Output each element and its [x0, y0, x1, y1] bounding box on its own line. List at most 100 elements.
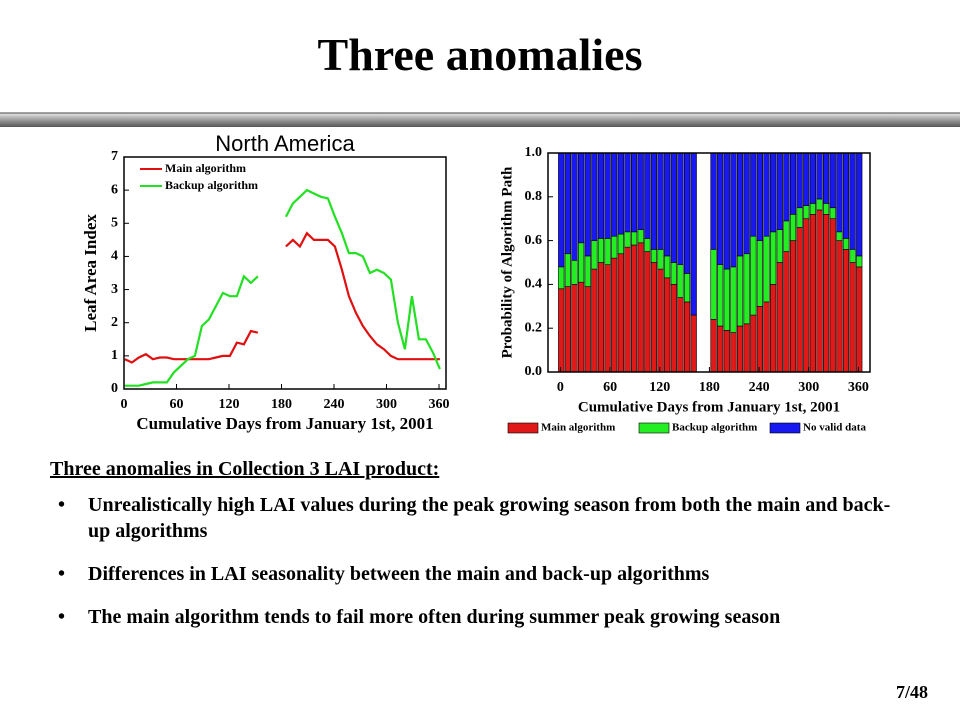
bar-segment [750, 314, 757, 373]
bar-segment [776, 262, 783, 373]
bar-segment [756, 305, 764, 373]
bar-segment [564, 152, 571, 255]
bar-segment [842, 249, 850, 373]
bar-segment [763, 301, 770, 373]
bar-segment [750, 235, 757, 316]
bar-segment [789, 240, 797, 373]
bar-segment [683, 273, 691, 303]
legend-swatch [638, 422, 670, 434]
x-axis-label: Cumulative Days from January 1st, 2001 [578, 399, 840, 415]
plot-frame [123, 156, 447, 390]
bar-segment [836, 231, 843, 241]
bar-segment [591, 152, 598, 241]
bar-segment [564, 253, 571, 287]
x-tick-label: 0 [557, 380, 564, 395]
bar-segment [736, 325, 744, 373]
bar-segment [856, 266, 863, 373]
bar-segment [743, 152, 750, 255]
y-tick-label: 7 [111, 149, 118, 164]
bar-segment [571, 152, 578, 261]
bar-segment [717, 325, 724, 373]
x-tick-label: 240 [324, 397, 345, 412]
bar-segment [856, 152, 863, 257]
bar-segment [836, 240, 843, 373]
x-tick-label: 60 [603, 380, 617, 395]
bar-segment [770, 231, 777, 285]
x-tick-label: 300 [798, 380, 819, 395]
bar-segment [842, 152, 850, 239]
bar-segment [829, 207, 836, 219]
bar-segment [637, 242, 644, 373]
bar-segment [723, 268, 730, 331]
bar-segment [683, 152, 691, 274]
bar-segment [657, 249, 664, 270]
bar-segment [664, 277, 671, 373]
bar-segment [604, 152, 611, 239]
bar-segment [770, 284, 777, 373]
x-tick-label: 360 [429, 397, 450, 412]
bar-segment [763, 235, 770, 303]
bar-segment [829, 152, 836, 209]
bar-segment [770, 152, 777, 233]
bar-segment [571, 260, 578, 285]
bar-segment [617, 233, 624, 255]
bar-segment [577, 281, 585, 373]
bar-segment [650, 152, 658, 250]
bullet-list: Unrealistically high LAI values during t… [50, 492, 908, 647]
y-tick-label: 6 [111, 182, 118, 197]
x-tick-label: 360 [848, 380, 869, 395]
slide-title: Three anomalies [317, 29, 643, 80]
data-line [124, 231, 440, 364]
bar-segment [630, 152, 638, 233]
y-tick-label: 0.2 [525, 320, 543, 335]
bar-segment [803, 152, 810, 206]
x-tick-label: 0 [121, 397, 128, 412]
y-tick-label: 0.8 [525, 189, 543, 204]
bar-segment [644, 251, 651, 373]
bar-segment [750, 152, 757, 237]
bar-segment [571, 284, 578, 373]
bar-segment [624, 152, 631, 233]
bar-segment [842, 238, 850, 250]
section-heading: Three anomalies in Collection 3 LAI prod… [50, 458, 440, 480]
x-tick-label: 120 [219, 397, 240, 412]
bar-segment [604, 238, 611, 265]
bar-segment [577, 242, 585, 283]
bar-segment [803, 218, 810, 373]
bullet: Unrealistically high LAI values during t… [58, 492, 908, 544]
bar-segment [597, 238, 605, 263]
bar-segment [776, 152, 783, 230]
page-number: 7/48 [895, 682, 928, 702]
bar-segment [723, 152, 730, 270]
bar-segment [816, 152, 823, 200]
bar-segment [736, 152, 744, 257]
legend-swatch [507, 422, 539, 434]
x-tick-label: 120 [649, 380, 670, 395]
y-tick-label: 4 [111, 249, 118, 264]
y-tick-label: 2 [111, 315, 118, 330]
bar-segment [736, 255, 744, 327]
bar-segment [829, 218, 836, 373]
bar-segment [564, 286, 571, 373]
bar-segment [584, 152, 591, 257]
x-tick-label: 180 [271, 397, 292, 412]
bar-segment [611, 235, 618, 259]
bar-segment [558, 152, 565, 268]
legend-label: Backup algorithm [165, 178, 258, 192]
bar-segment [783, 251, 790, 373]
bar-segment [710, 249, 717, 320]
bar-segment [710, 319, 717, 373]
y-axis-label: Leaf Area Index [81, 214, 100, 332]
bar-segment [617, 253, 624, 373]
y-tick-label: 0 [111, 381, 118, 396]
y-axis-label: Probability of Algorithm Path [499, 166, 515, 358]
bar-segment [836, 152, 843, 233]
legend-label: Main algorithm [165, 161, 246, 175]
bar-segment [789, 214, 797, 241]
legend-swatch [769, 422, 801, 434]
bar-segment [717, 152, 724, 265]
bar-segment [816, 198, 823, 211]
bar-segment [743, 253, 750, 325]
bar-segment [611, 152, 618, 237]
